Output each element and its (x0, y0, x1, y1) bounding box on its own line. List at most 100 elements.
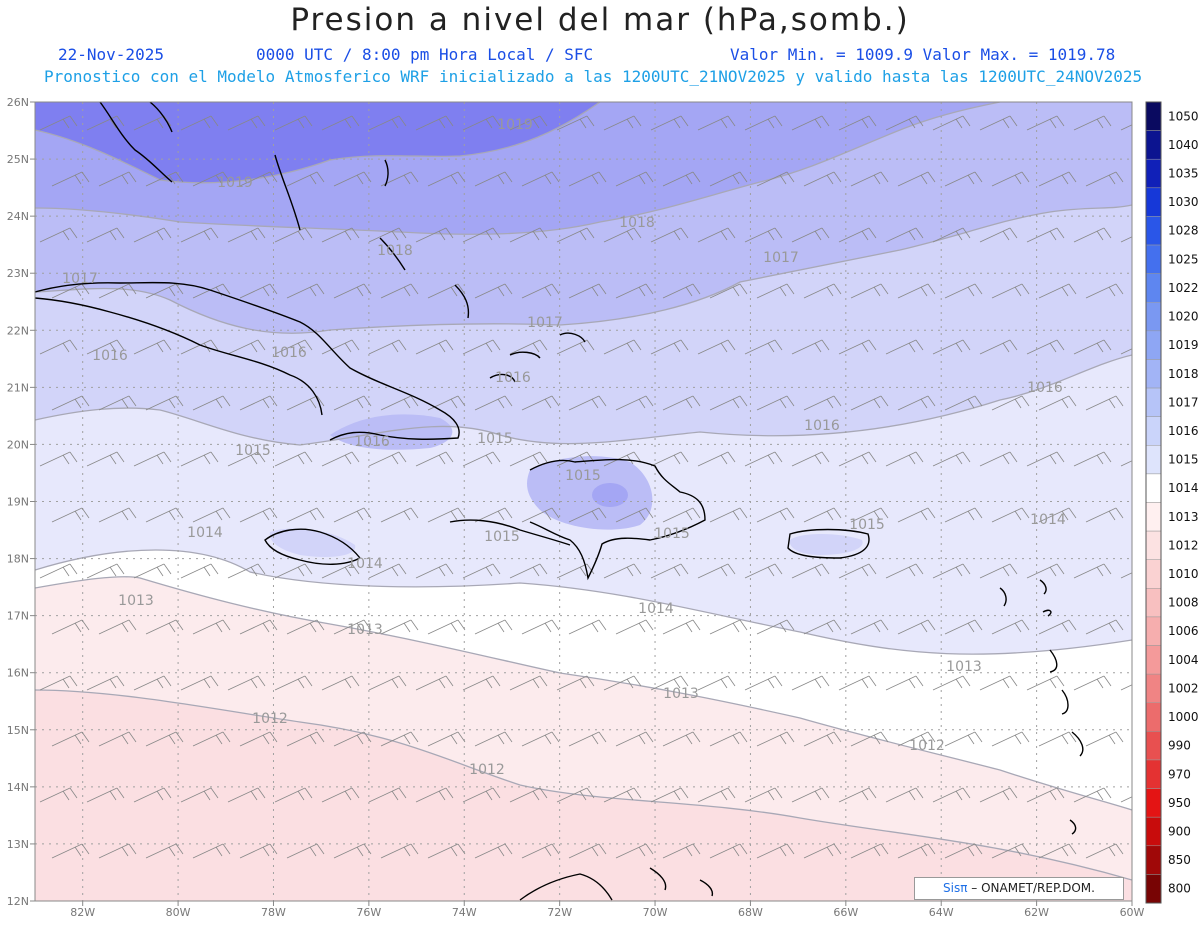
wind-barb (885, 451, 924, 467)
wind-barb (133, 787, 172, 803)
wind-barb (274, 675, 313, 691)
wind-barb (603, 115, 642, 131)
wind-barb (662, 283, 701, 299)
wind-barb (756, 843, 795, 859)
wind-barb (650, 115, 689, 131)
wind-barb (838, 675, 877, 691)
wind-barb (380, 731, 419, 747)
coastline-south-america (519, 867, 714, 901)
wind-barb (86, 339, 125, 355)
wind-barb (380, 619, 419, 635)
wind-barb (368, 339, 407, 355)
colorbar-label: 1010 (1168, 567, 1199, 581)
wind-barb (556, 115, 595, 131)
lat-label: 16N (7, 667, 29, 680)
wind-barb (556, 563, 595, 579)
lat-label: 15N (7, 724, 29, 737)
isobar-label: 1017 (62, 271, 98, 287)
wind-barb (145, 171, 184, 187)
wind-barb (51, 283, 90, 299)
lon-label: 74W (452, 906, 477, 919)
colorbar-label: 1014 (1168, 481, 1199, 495)
wind-barb (791, 563, 830, 579)
wind-barb (239, 395, 278, 411)
coastline-turks-caicos (489, 332, 586, 383)
isobar-label: 1013 (347, 622, 383, 638)
wind-barb (474, 171, 513, 187)
wind-barb (180, 787, 219, 803)
wind-barb (697, 563, 736, 579)
wind-barb (1120, 236, 1132, 243)
colorbar-swatch (1145, 158, 1162, 189)
wind-barb (791, 339, 830, 355)
colorbar-label: 1028 (1168, 224, 1199, 238)
wind-barb (897, 619, 936, 635)
wind-barb (1073, 451, 1112, 467)
wind-barb (368, 563, 407, 579)
wind-barb (568, 171, 607, 187)
wind-barb (1026, 115, 1065, 131)
wind-barb (321, 563, 360, 579)
wind-barb (756, 507, 795, 523)
wind-barb (744, 451, 783, 467)
wind-barb (803, 619, 842, 635)
puerto-rico-high (789, 534, 863, 555)
wind-barb (521, 731, 560, 747)
wind-barb (380, 395, 419, 411)
wind-barb (615, 395, 654, 411)
lon-label: 60W (1120, 906, 1145, 919)
wind-barb (756, 731, 795, 747)
wind-barb (368, 675, 407, 691)
wind-barb (991, 283, 1030, 299)
wind-barb (51, 171, 90, 187)
wind-barb (709, 843, 748, 859)
wind-barb (650, 563, 689, 579)
wind-barb (145, 283, 184, 299)
lat-label: 24N (7, 210, 29, 223)
wind-barb (850, 395, 889, 411)
lon-label: 72W (547, 906, 572, 919)
wind-barb (462, 227, 501, 243)
wind-barb (380, 507, 419, 523)
wind-barb (1026, 787, 1065, 803)
colorbar-swatch (1145, 330, 1162, 360)
wind-barb (897, 171, 936, 187)
lat-label: 20N (7, 438, 29, 451)
forecast-date: 22-Nov-2025 (58, 45, 164, 64)
wind-barb (1026, 563, 1065, 579)
wind-barb (803, 395, 842, 411)
colorbar-label: 1019 (1168, 338, 1199, 352)
wind-barb (709, 731, 748, 747)
isobar-label: 1014 (347, 556, 383, 572)
wind-barb (427, 843, 466, 859)
wind-barb (791, 675, 830, 691)
colorbar-swatch (1145, 445, 1162, 475)
wind-barb (803, 843, 842, 859)
wind-barb (650, 675, 689, 691)
colorbar-label: 990 (1168, 739, 1191, 753)
time-info: 0000 UTC / 8:00 pm Hora Local / SFC (256, 45, 594, 64)
colorbar-swatch (1145, 473, 1162, 503)
wind-barb (838, 787, 877, 803)
wind-barb (509, 115, 548, 131)
wind-barb (192, 619, 231, 635)
wind-barb (603, 227, 642, 243)
wind-barb (509, 451, 548, 467)
wind-barb (286, 619, 325, 635)
wind-barb (239, 731, 278, 747)
lat-label: 17N (7, 610, 29, 623)
colorbar-swatch (1145, 731, 1162, 761)
latitude-labels: 26N 25N 24N 23N 22N 21N 20N 19N 18N 17N 16N 15N 14N 1… (7, 96, 35, 908)
wind-barb (333, 283, 372, 299)
wind-barb (650, 787, 689, 803)
wind-barb (98, 731, 137, 747)
wind-barb (615, 843, 654, 859)
colorbar-label: 1018 (1168, 367, 1199, 381)
wind-barb (192, 395, 231, 411)
wind-barb (180, 451, 219, 467)
wind-barb (697, 227, 736, 243)
wind-barb (697, 115, 736, 131)
colorbar-label: 1020 (1168, 310, 1199, 324)
colorbar-swatch (1145, 845, 1162, 875)
cuba-high-pressure-area (330, 414, 453, 450)
